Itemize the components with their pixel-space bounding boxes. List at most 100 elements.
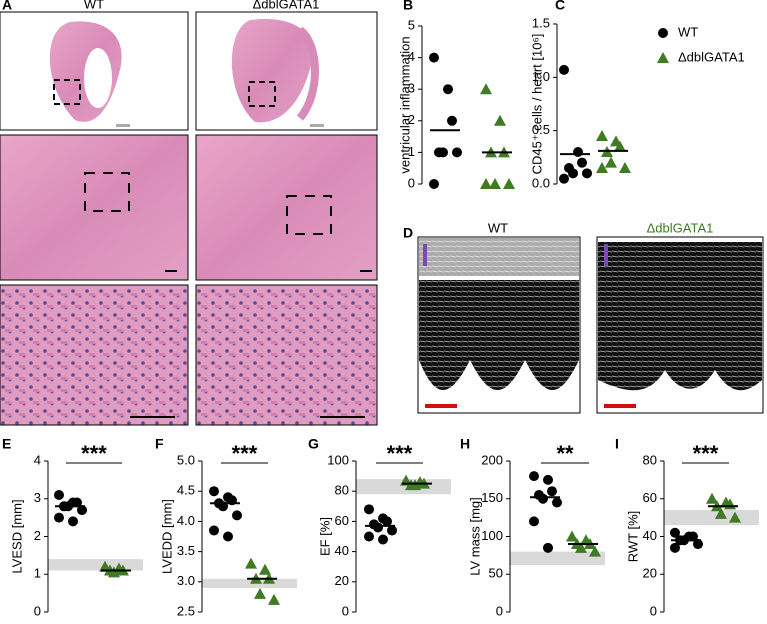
- y-tick-label: 0: [496, 603, 503, 618]
- data-point: [387, 525, 397, 536]
- data-point: [670, 527, 680, 538]
- image-label: ΔdblGATA1: [253, 0, 320, 11]
- data-point: [429, 179, 439, 189]
- y-tick-label: 4.0: [177, 513, 195, 528]
- y-axis-label: LV mass [mg]: [467, 497, 482, 576]
- data-point: [538, 493, 548, 504]
- panel-label: B: [403, 0, 413, 13]
- data-point: [268, 593, 280, 605]
- data-point: [72, 497, 82, 508]
- y-tick-label: 80: [643, 452, 657, 467]
- y-tick-label: 0: [342, 603, 349, 618]
- y-tick-label: 0: [34, 603, 41, 618]
- y-tick-label: 2.5: [177, 603, 195, 618]
- data-point: [503, 178, 515, 189]
- y-tick-label: 0.5: [532, 122, 550, 137]
- y-tick-label: 3: [408, 81, 415, 96]
- data-point: [373, 522, 383, 533]
- y-tick-label: 150: [481, 490, 503, 505]
- legend-marker: [657, 52, 669, 63]
- data-point: [494, 114, 506, 126]
- data-point: [543, 474, 553, 485]
- data-point: [547, 486, 557, 497]
- panel-label: I: [615, 436, 619, 452]
- panel-label: F: [155, 436, 164, 452]
- data-point: [552, 497, 562, 508]
- y-tick-label: 1: [34, 566, 41, 581]
- y-axis-label: ventricular inflammation: [397, 36, 412, 173]
- data-point: [529, 516, 539, 527]
- data-point: [364, 531, 374, 542]
- y-tick-label: 2: [34, 528, 41, 543]
- reference-band: [664, 510, 759, 526]
- data-point: [619, 162, 631, 173]
- data-point: [573, 147, 583, 157]
- data-point: [209, 486, 219, 497]
- data-point: [54, 512, 64, 523]
- data-point: [693, 539, 703, 550]
- data-point: [566, 530, 578, 542]
- reference-band: [48, 559, 143, 571]
- data-point: [378, 534, 388, 545]
- y-axis-label: RWT [%]: [625, 511, 640, 563]
- data-point: [706, 492, 718, 504]
- data-point: [529, 471, 539, 482]
- y-tick-label: 3: [34, 490, 41, 505]
- y-tick-label: 200: [481, 452, 503, 467]
- echo-image: [417, 236, 764, 414]
- data-point: [409, 479, 421, 491]
- reference-band: [510, 551, 605, 566]
- data-point: [232, 510, 242, 521]
- y-tick-label: 3.5: [177, 543, 195, 558]
- data-point: [605, 156, 617, 168]
- y-tick-label: 4: [34, 452, 41, 467]
- legend-label: WT: [678, 24, 698, 39]
- y-tick-label: 5: [408, 17, 415, 32]
- y-tick-label: 3.0: [177, 573, 195, 588]
- y-tick-label: 20: [643, 566, 657, 581]
- y-tick-label: 20: [335, 573, 349, 588]
- data-point: [259, 563, 271, 575]
- data-point: [596, 162, 608, 173]
- data-point: [254, 587, 266, 599]
- y-tick-label: 40: [335, 543, 349, 558]
- image-label: ΔdblGATA1: [647, 220, 714, 235]
- data-point: [382, 516, 392, 527]
- data-point: [589, 545, 601, 557]
- data-point: [245, 557, 257, 569]
- y-tick-label: 50: [489, 566, 503, 581]
- data-point: [715, 507, 727, 519]
- y-tick-label: 4.5: [177, 483, 195, 498]
- y-tick-label: 100: [327, 452, 349, 467]
- y-tick-label: 1.5: [532, 15, 550, 30]
- y-tick-label: 0: [650, 603, 657, 618]
- significance-label: ***: [387, 441, 413, 466]
- y-axis-label: LVEDD [mm]: [159, 499, 174, 574]
- significance-label: ***: [81, 441, 107, 466]
- y-tick-label: 60: [643, 490, 657, 505]
- reference-band: [202, 578, 297, 588]
- data-point: [108, 566, 120, 578]
- panel-label: D: [403, 225, 413, 241]
- panel-label: E: [2, 436, 11, 452]
- y-tick-label: 40: [643, 528, 657, 543]
- panel-label: A: [2, 0, 12, 13]
- y-tick-label: 0: [408, 175, 415, 190]
- data-point: [223, 531, 233, 542]
- data-point: [596, 130, 608, 141]
- data-point: [480, 178, 492, 189]
- data-point: [77, 505, 87, 516]
- y-tick-label: 100: [481, 528, 503, 543]
- y-tick-label: 2: [408, 112, 415, 127]
- data-point: [489, 178, 501, 189]
- image-label: WT: [488, 220, 508, 235]
- data-point: [480, 83, 492, 95]
- data-point: [577, 157, 587, 168]
- significance-label: ***: [693, 441, 719, 466]
- y-axis-label: LVESD [mm]: [9, 499, 24, 573]
- panel-label: C: [555, 0, 565, 13]
- data-point: [670, 542, 680, 553]
- significance-label: **: [556, 441, 574, 466]
- y-tick-label: 1.0: [532, 69, 550, 84]
